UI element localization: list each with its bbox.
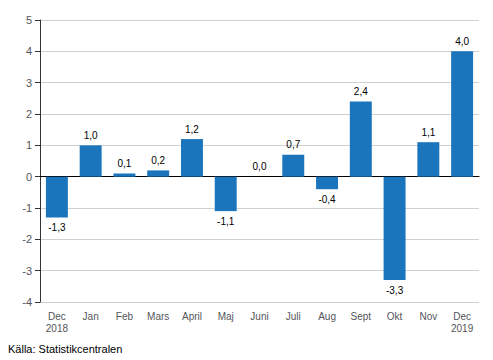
svg-text:-1: -1 bbox=[22, 202, 32, 214]
svg-text:0,2: 0,2 bbox=[151, 155, 165, 166]
svg-text:4,0: 4,0 bbox=[455, 36, 469, 47]
svg-text:0,0: 0,0 bbox=[253, 161, 267, 172]
svg-text:Aug: Aug bbox=[318, 311, 336, 322]
svg-text:Nov: Nov bbox=[419, 311, 437, 322]
svg-text:2,4: 2,4 bbox=[354, 86, 368, 97]
svg-text:-2: -2 bbox=[22, 233, 32, 245]
svg-text:1: 1 bbox=[26, 139, 32, 151]
svg-text:0,7: 0,7 bbox=[286, 139, 300, 150]
svg-text:-1,1: -1,1 bbox=[217, 216, 235, 227]
svg-text:4: 4 bbox=[26, 45, 32, 57]
svg-text:1,2: 1,2 bbox=[185, 124, 199, 135]
svg-text:-4: -4 bbox=[22, 296, 32, 308]
svg-text:Jan: Jan bbox=[83, 311, 99, 322]
svg-text:1,0: 1,0 bbox=[84, 130, 98, 141]
svg-text:Juli: Juli bbox=[286, 311, 301, 322]
svg-text:Feb: Feb bbox=[116, 311, 134, 322]
svg-text:1,1: 1,1 bbox=[421, 127, 435, 138]
svg-text:Sept: Sept bbox=[351, 311, 372, 322]
svg-text:5: 5 bbox=[26, 14, 32, 26]
svg-text:Juni: Juni bbox=[250, 311, 268, 322]
svg-text:Mars: Mars bbox=[147, 311, 169, 322]
svg-text:Okt: Okt bbox=[387, 311, 403, 322]
svg-text:-3: -3 bbox=[22, 265, 32, 277]
svg-text:Källa: Statistikcentralen: Källa: Statistikcentralen bbox=[8, 343, 122, 355]
svg-text:3: 3 bbox=[26, 77, 32, 89]
svg-text:Dec: Dec bbox=[48, 311, 66, 322]
svg-text:April: April bbox=[182, 311, 202, 322]
svg-text:0: 0 bbox=[26, 171, 32, 183]
svg-text:-3,3: -3,3 bbox=[386, 285, 404, 296]
svg-text:Dec: Dec bbox=[453, 311, 471, 322]
svg-text:2018: 2018 bbox=[46, 323, 69, 334]
svg-text:-1,3: -1,3 bbox=[48, 222, 66, 233]
svg-text:-0,4: -0,4 bbox=[318, 194, 336, 205]
svg-text:Maj: Maj bbox=[218, 311, 234, 322]
svg-text:2: 2 bbox=[26, 108, 32, 120]
svg-text:2019: 2019 bbox=[451, 323, 474, 334]
svg-text:0,1: 0,1 bbox=[117, 158, 131, 169]
